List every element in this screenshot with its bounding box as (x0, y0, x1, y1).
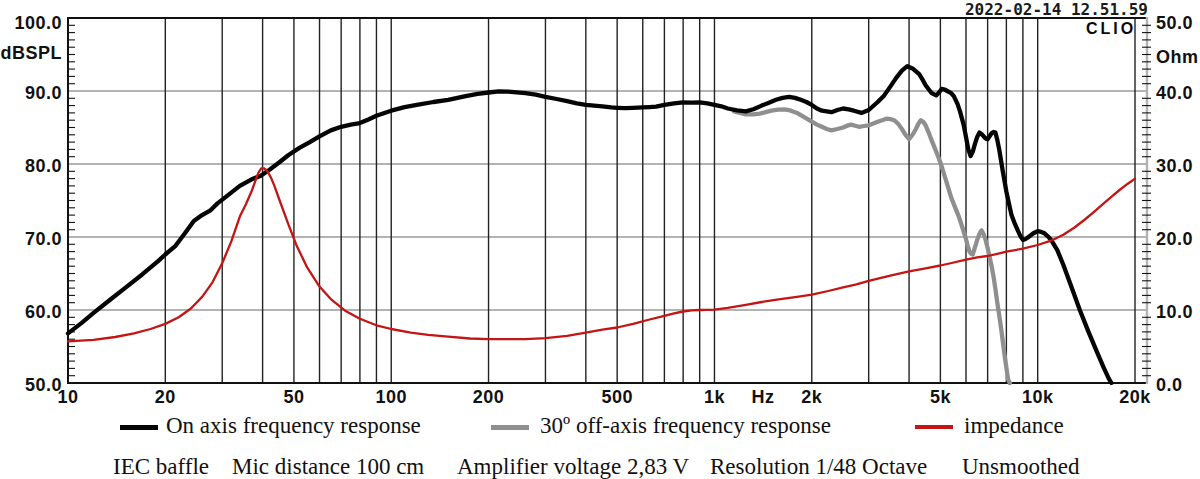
y-axis-label-left: 60.0 (0, 302, 62, 323)
clio-measurement-chart: 2022-02-14 12.51.59 CLIO 100.090.080.070… (0, 0, 1200, 479)
x-axis-label: 500 (601, 387, 633, 408)
y-axis-label-right: 10.0 (1156, 302, 1193, 323)
y-axis-label-right: 40.0 (1156, 83, 1193, 104)
series-on-axis (68, 66, 1111, 383)
x-axis-label: 10 (57, 387, 78, 408)
y-axis-label-left: 70.0 (0, 229, 62, 250)
y-axis-label-right: 30.0 (1156, 156, 1193, 177)
condition-label: Resolution 1/48 Octave (710, 454, 927, 479)
chart-canvas (0, 0, 1200, 479)
legend-label: 30º off-axis frequency response (540, 413, 831, 439)
condition-label: Amplifier voltage 2,83 V (457, 454, 689, 479)
x-axis-label: 200 (473, 387, 505, 408)
condition-label: Mic distance 100 cm (232, 454, 424, 479)
x-axis-label: 10k (1022, 387, 1054, 408)
x-axis-label: 5k (930, 387, 951, 408)
y-axis-label-left: 50.0 (0, 375, 62, 396)
x-axis-unit: Hz (752, 387, 775, 408)
y-axis-label-left: 80.0 (0, 156, 62, 177)
x-axis-label: 20 (155, 387, 176, 408)
y-axis-unit-right: Ohm (1156, 47, 1199, 68)
x-axis-label: 100 (375, 387, 407, 408)
x-axis-label: 2k (801, 387, 822, 408)
legend-swatch (491, 425, 529, 430)
x-axis-label: 1k (704, 387, 725, 408)
y-axis-label-left: 100.0 (0, 13, 62, 34)
y-axis-label-right: 0.0 (1156, 375, 1183, 396)
y-axis-label-right: 50.0 (1156, 13, 1193, 34)
x-axis-label: 20k (1119, 387, 1151, 408)
y-axis-unit-left: dBSPL (0, 43, 62, 64)
x-axis-label: 50 (283, 387, 304, 408)
condition-label: IEC baffle (113, 454, 209, 479)
legend-swatch (120, 425, 158, 430)
y-axis-label-left: 90.0 (0, 83, 62, 104)
y-axis-label-right: 20.0 (1156, 229, 1193, 250)
condition-label: Unsmoothed (962, 454, 1080, 479)
legend-label: On axis frequency response (166, 413, 421, 439)
legend-swatch (915, 425, 953, 429)
legend-label: impedance (964, 413, 1064, 439)
